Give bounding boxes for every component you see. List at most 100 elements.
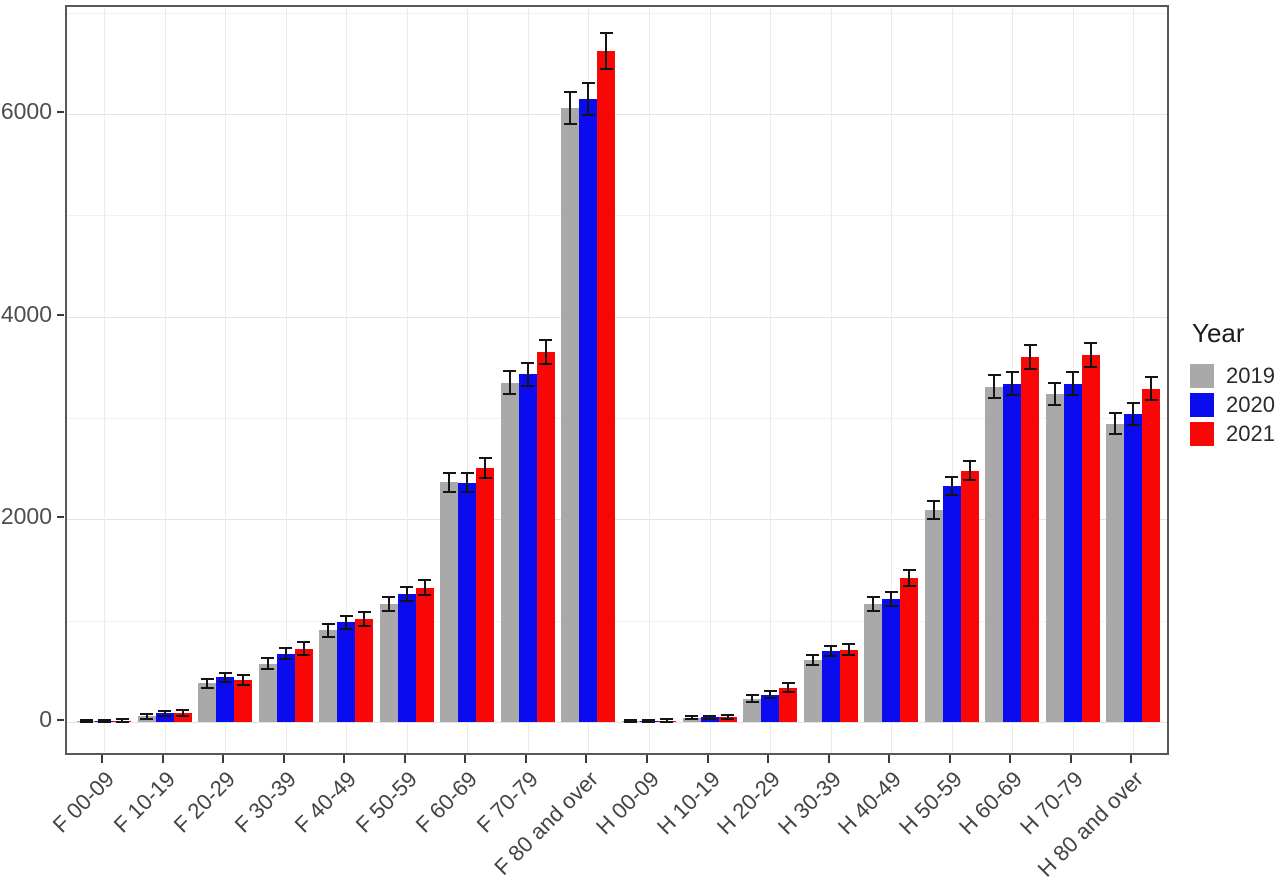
error-bar-cap-bottom: [418, 594, 432, 597]
error-bar-cap-bottom: [1108, 433, 1122, 436]
error-bar-cap-top: [503, 370, 517, 373]
major-gridline: [67, 722, 1167, 723]
error-bar-cap-top: [945, 475, 959, 478]
bar-2019: [500, 382, 519, 722]
bar-2019: [743, 698, 762, 722]
error-bar-line: [1089, 343, 1092, 368]
legend-item-2019: 2019: [1190, 361, 1275, 390]
error-bar-cap-bottom: [745, 701, 759, 704]
error-bar-cap-top: [460, 472, 474, 475]
error-bar-line: [423, 580, 426, 596]
error-bar-cap-top: [685, 715, 698, 718]
bar-2021: [536, 352, 555, 722]
error-bar-cap-top: [866, 595, 880, 598]
error-bar-line: [872, 596, 875, 612]
bar-2020: [518, 374, 537, 722]
error-bar-cap-top: [824, 645, 838, 647]
error-bar-cap-top: [200, 677, 214, 680]
bar-2020: [337, 622, 356, 722]
error-bar-line: [847, 643, 850, 656]
x-axis-tick: [827, 755, 830, 763]
bar-2019: [561, 107, 580, 722]
error-bar-cap-bottom: [1066, 393, 1080, 396]
error-bar-cap-bottom: [987, 396, 1001, 399]
plot-panel: [65, 5, 1169, 755]
error-bar-line: [908, 570, 911, 587]
error-bar-line: [327, 623, 330, 637]
error-bar-cap-top: [236, 674, 250, 677]
error-bar-cap-bottom: [321, 635, 335, 638]
error-bar-cap-top: [79, 718, 93, 721]
x-axis-tick: [948, 755, 951, 763]
bar-2020: [1063, 383, 1082, 722]
error-bar-cap-top: [599, 31, 613, 34]
minor-gridline: [67, 12, 1167, 14]
error-bar-line: [665, 719, 668, 723]
error-bar-line: [544, 339, 547, 365]
error-bar-line: [587, 82, 590, 115]
error-bar-cap-top: [624, 718, 638, 721]
error-bar-cap-top: [382, 595, 396, 598]
error-bar-line: [405, 586, 408, 601]
minor-gridline: [67, 620, 1167, 622]
error-bar-cap-bottom: [824, 655, 838, 658]
error-bar-line: [242, 675, 245, 685]
y-axis-label: 4000: [0, 300, 52, 327]
error-bar-cap-top: [442, 471, 456, 474]
category-gridline: [467, 7, 469, 753]
error-bar-line: [103, 719, 105, 723]
error-bar-cap-bottom: [721, 717, 734, 720]
error-bar-cap-bottom: [460, 491, 474, 494]
x-axis-tick: [585, 755, 588, 763]
bar-2021: [779, 687, 798, 722]
bar-2021: [900, 578, 919, 722]
bar-2019: [258, 663, 277, 722]
error-bar-cap-top: [1005, 371, 1019, 374]
error-bar-cap-top: [279, 647, 293, 650]
error-bar-cap-bottom: [357, 624, 371, 627]
category-gridline: [285, 7, 287, 753]
bar-2021: [1021, 357, 1040, 722]
error-bar-cap-bottom: [279, 658, 293, 661]
error-bar-line: [302, 642, 305, 655]
major-gridline: [67, 114, 1167, 115]
error-bar-cap-bottom: [382, 610, 396, 613]
error-bar-cap-top: [581, 81, 595, 84]
error-bar-cap-top: [660, 718, 674, 721]
error-bar-cap-bottom: [1023, 368, 1037, 371]
bar-2019: [440, 482, 459, 722]
bar-2020: [821, 651, 840, 722]
error-bar-cap-bottom: [140, 717, 154, 720]
error-bar-cap-top: [563, 90, 577, 93]
error-bar-cap-bottom: [703, 717, 716, 720]
error-bar-cap-bottom: [866, 610, 880, 613]
legend-item-2021: 2021: [1190, 419, 1275, 448]
error-bar-cap-top: [902, 569, 916, 571]
error-bar-cap-bottom: [503, 392, 517, 395]
error-bar-cap-bottom: [521, 384, 535, 387]
error-bar-cap-top: [963, 460, 977, 463]
minor-gridline: [67, 215, 1167, 217]
error-bar-cap-top: [842, 642, 856, 645]
category-gridline: [104, 7, 105, 753]
error-bar-cap-top: [703, 714, 716, 717]
error-bar-cap-top: [927, 499, 941, 502]
error-bar-cap-top: [400, 585, 414, 588]
error-bar-cap-top: [218, 671, 232, 674]
bar-2021: [355, 618, 374, 722]
error-bar-line: [345, 615, 348, 629]
error-bar-line: [890, 592, 893, 607]
error-bar-line: [811, 655, 814, 666]
x-axis-tick: [101, 755, 103, 763]
y-axis-tick: [57, 313, 64, 316]
error-bar-cap-bottom: [581, 114, 595, 116]
error-bar-cap-top: [745, 694, 759, 697]
error-bar-cap-bottom: [1126, 423, 1140, 426]
x-axis-tick: [403, 755, 406, 763]
error-bar-line: [1029, 345, 1032, 370]
error-bar-cap-top: [1066, 371, 1080, 374]
error-bar-cap-bottom: [442, 490, 456, 493]
error-bar-cap-bottom: [842, 654, 856, 657]
error-bar-line: [605, 32, 608, 70]
error-bar-cap-bottom: [176, 714, 190, 717]
